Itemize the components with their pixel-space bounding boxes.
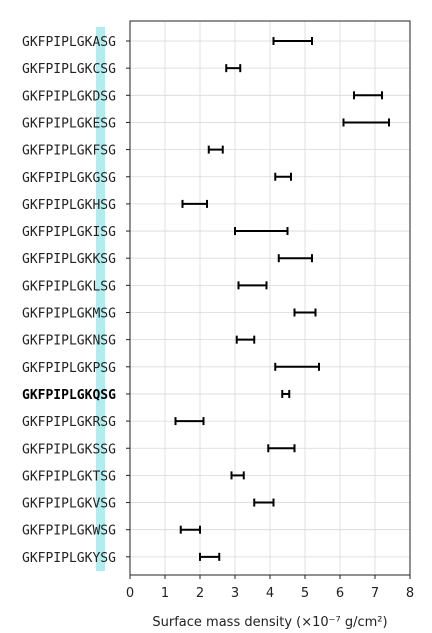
error-bar	[235, 335, 256, 344]
error-bar	[267, 444, 296, 453]
y-tick-label: GKFPIPLGKDSG	[22, 89, 116, 104]
y-tick-label: GKFPIPLGKISG	[22, 225, 116, 240]
error-bar	[230, 471, 245, 480]
error-bar	[237, 281, 268, 290]
y-tick-label: GKFPIPLGKTSG	[22, 469, 116, 484]
x-tick-label: 2	[196, 586, 204, 601]
y-tick-label: GKFPIPLGKSSG	[22, 442, 116, 457]
y-tick-label: GKFPIPLGKQSG	[22, 388, 116, 403]
x-tick-labels: 0 1 2 3 4 5 6 7 8	[126, 575, 414, 601]
highlight-band	[96, 27, 105, 571]
x-tick-label: 3	[231, 586, 239, 601]
error-bar	[342, 118, 390, 127]
y-tick-label: GKFPIPLGKWSG	[22, 524, 116, 539]
y-tick-label: GKFPIPLGKLSG	[22, 279, 116, 294]
error-bar	[225, 64, 242, 73]
error-bar	[277, 254, 313, 263]
error-bar	[293, 308, 317, 317]
y-tick-label: GKFPIPLGKCSG	[22, 62, 116, 77]
x-axis-label: Surface mass density (×10⁻⁷ g/cm²)	[152, 615, 387, 630]
x-tick-label: 7	[371, 586, 379, 601]
y-tick-label: GKFPIPLGKYSG	[22, 551, 116, 566]
x-tick-label: 4	[266, 586, 274, 601]
error-bar	[199, 552, 221, 561]
y-tick-label: GKFPIPLGKASG	[22, 35, 116, 50]
y-tick-label: GKFPIPLGKNSG	[22, 334, 116, 349]
y-tick-label: GKFPIPLGKFSG	[22, 144, 116, 159]
y-tick-label: GKFPIPLGKESG	[22, 116, 116, 131]
x-tick-label: 5	[301, 586, 309, 601]
y-tick-label: GKFPIPLGKRSG	[22, 415, 116, 430]
error-bar	[234, 227, 289, 236]
error-bar	[272, 37, 313, 45]
y-tick-label: GKFPIPLGKHSG	[22, 198, 116, 213]
error-bar	[281, 389, 291, 398]
error-bar	[181, 199, 208, 208]
error-bar	[353, 91, 383, 100]
x-tick-label: 8	[406, 586, 414, 601]
error-bars	[174, 37, 390, 561]
error-bar	[274, 172, 292, 181]
x-tick-label: 6	[336, 586, 344, 601]
error-bar	[174, 417, 205, 426]
error-bar	[253, 498, 275, 507]
error-bar	[207, 145, 224, 154]
y-tick-label: GKFPIPLGKGSG	[22, 171, 116, 186]
highlight-band-layer	[96, 27, 105, 571]
y-tick-label: GKFPIPLGKPSG	[22, 361, 116, 376]
grid-layer	[129, 21, 411, 575]
error-bar	[179, 525, 201, 534]
error-bar	[274, 362, 320, 371]
x-tick-label: 1	[161, 586, 169, 601]
y-tick-label: GKFPIPLGKKSG	[22, 252, 116, 267]
y-tick-labels: GKFPIPLGKASG GKFPIPLGKCSG GKFPIPLGKDSG GKFP…	[22, 35, 130, 566]
x-tick-label: 0	[126, 586, 134, 601]
y-tick-label: GKFPIPLGKVSG	[22, 497, 116, 512]
y-tick-label: GKFPIPLGKMSG	[22, 307, 116, 322]
